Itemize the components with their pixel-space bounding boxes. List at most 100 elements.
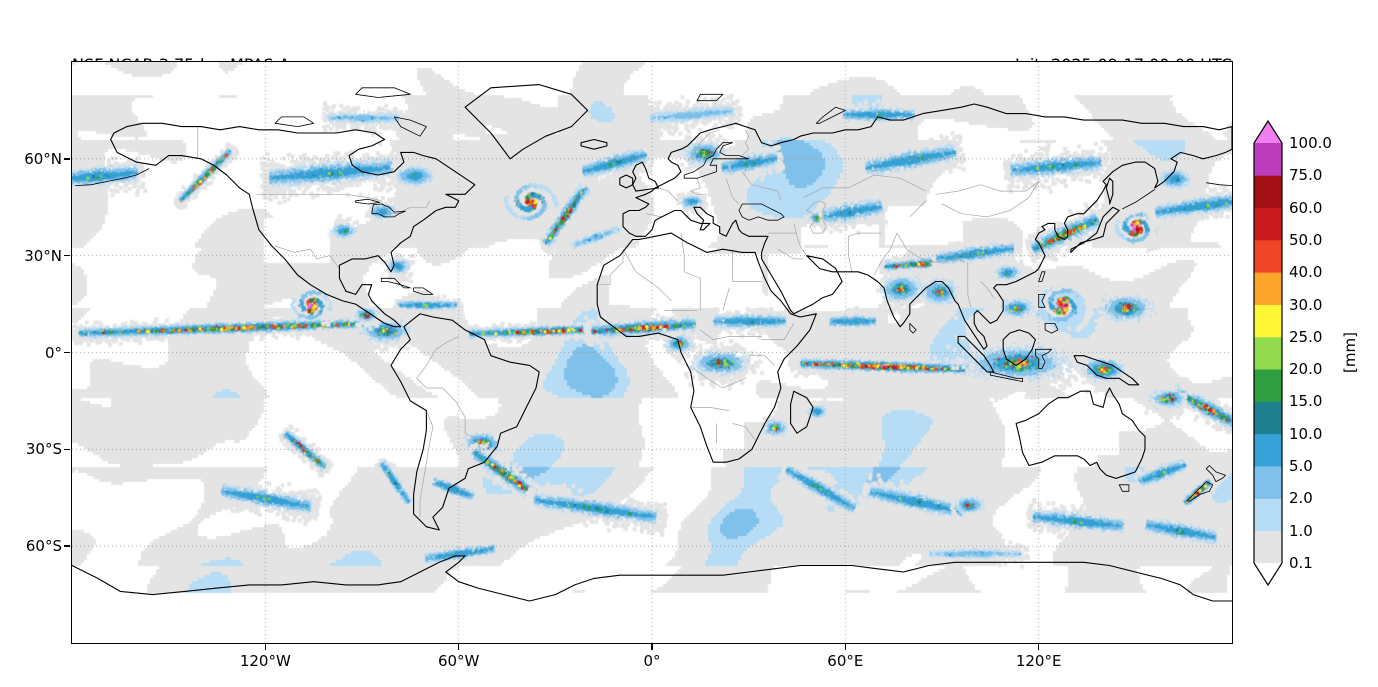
country-border	[741, 129, 750, 156]
colorbar-tick-label: 1.0	[1289, 521, 1313, 540]
country-border	[803, 174, 927, 198]
lat-tick-mark	[64, 158, 70, 160]
lat-tick-label: 0°	[44, 343, 62, 362]
coastline-small	[1186, 481, 1214, 502]
lon-tick-label: 60°W	[437, 652, 480, 670]
colorbar-tick-label: 10.0	[1289, 424, 1323, 443]
coastline	[1070, 206, 1120, 253]
country-border	[416, 336, 482, 456]
country-border	[274, 245, 340, 269]
country-border	[689, 178, 707, 195]
coastline	[464, 84, 589, 160]
world-map-overlay	[72, 62, 1232, 643]
coastline	[1105, 177, 1114, 205]
country-border	[680, 233, 701, 311]
colorbar-tick-label: 100.0	[1289, 134, 1332, 152]
coastline-small	[909, 323, 917, 334]
lon-tick-mark	[651, 644, 653, 650]
country-border	[255, 193, 431, 215]
country-border	[419, 410, 434, 518]
country-border	[658, 187, 679, 202]
country-border	[597, 249, 624, 286]
lat-tick-mark	[64, 448, 70, 451]
island-arc	[75, 168, 150, 186]
lat-tick-label: 60°N	[24, 149, 62, 168]
coastline	[580, 138, 608, 150]
lon-tick-label: 0°	[643, 652, 661, 670]
colorbar-tick-label: 25.0	[1289, 327, 1323, 346]
country-border	[732, 249, 762, 282]
country-border	[793, 223, 807, 256]
coastline	[1002, 329, 1036, 366]
country-border	[732, 423, 756, 440]
coastline-small	[393, 116, 427, 137]
island-arc	[1122, 189, 1155, 210]
lon-tick-label: 60°E	[827, 652, 864, 670]
island-arc	[1206, 182, 1232, 186]
coastline	[790, 390, 814, 434]
coastline-small	[696, 93, 724, 102]
country-border	[980, 281, 994, 298]
coastline-small	[355, 198, 381, 205]
colorbar-unit-label: [mm]	[1341, 332, 1359, 373]
country-border	[722, 287, 730, 311]
colorbar-tick-label: 15.0	[1289, 392, 1323, 411]
coastline-small	[1044, 323, 1059, 334]
country-border	[687, 129, 720, 163]
coastline	[622, 103, 1232, 350]
lat-tick-label: 30°S	[25, 440, 62, 459]
colorbar-tick-label: 50.0	[1289, 230, 1323, 249]
country-border	[748, 355, 775, 366]
colorbar-swatches	[1253, 119, 1283, 587]
caspian-sea-outline	[806, 200, 827, 234]
coastline-small	[1118, 484, 1130, 492]
colorbar-tick-label: 60.0	[1289, 198, 1323, 217]
country-border	[690, 407, 730, 411]
country-border	[967, 262, 972, 308]
country-border	[725, 178, 740, 205]
coastline	[632, 161, 659, 192]
country-border	[741, 171, 782, 201]
country-border	[935, 181, 1039, 195]
lon-tick-mark	[844, 644, 847, 650]
coastline	[596, 232, 817, 463]
country-border	[761, 323, 795, 340]
coastline-small	[1205, 465, 1226, 482]
coastline-small	[274, 116, 315, 127]
country-border	[693, 368, 746, 389]
country-border	[622, 249, 672, 302]
lat-tick-mark	[64, 545, 70, 547]
lat-tick-label: 60°S	[25, 537, 62, 556]
colorbar-tick-label: 40.0	[1289, 263, 1323, 282]
coastline	[110, 122, 476, 328]
coastline	[957, 335, 995, 373]
coastline-small	[989, 371, 1023, 382]
coastline	[1015, 387, 1146, 479]
coastline-small	[380, 277, 411, 289]
coastline	[390, 313, 540, 531]
map-panel	[71, 61, 1233, 644]
coastline-small	[355, 87, 411, 98]
colorbar-tick-label: 2.0	[1289, 489, 1313, 508]
country-border	[896, 232, 965, 263]
country-border	[848, 232, 881, 272]
lon-tick-mark	[1037, 644, 1040, 650]
lat-tick-label: 30°N	[24, 246, 62, 265]
coastline-small	[1038, 271, 1046, 282]
lon-tick-label: 120°E	[1015, 652, 1062, 670]
coastline	[619, 174, 634, 189]
colorbar-tick-label: 0.1	[1289, 554, 1313, 572]
colorbar	[1252, 119, 1286, 589]
colorbar-tick-label: 5.0	[1289, 457, 1313, 476]
country-border	[909, 200, 927, 218]
coastline-small	[1035, 348, 1052, 369]
lat-tick-mark	[64, 351, 70, 354]
antarctica-coastline	[72, 555, 1232, 602]
country-border	[777, 248, 804, 260]
coastline-small	[1038, 294, 1046, 308]
country-border	[873, 232, 898, 276]
coastline-small	[738, 203, 785, 221]
lon-tick-mark	[457, 644, 460, 650]
colorbar-tick-label: 75.0	[1289, 166, 1323, 185]
lon-tick-label: 120°W	[239, 652, 291, 670]
